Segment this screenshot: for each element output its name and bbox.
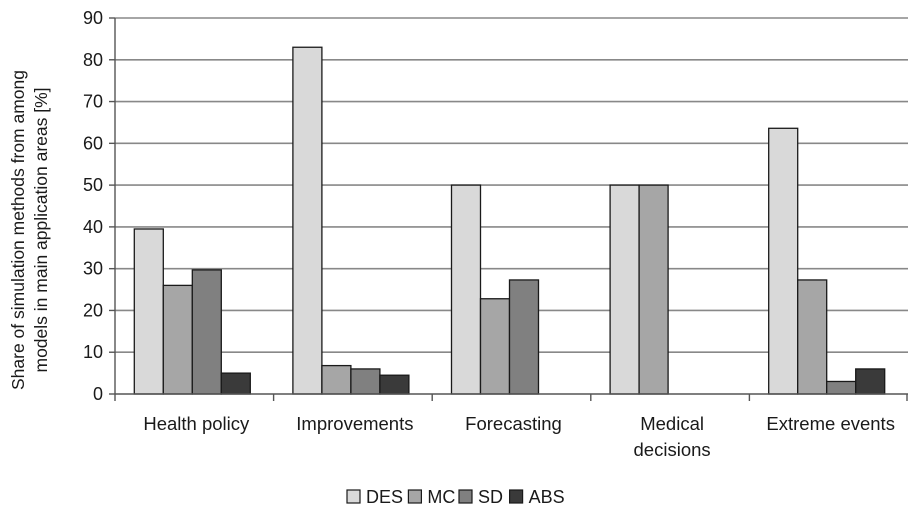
bar-mc [797,279,828,395]
category-label: Medical [640,413,704,434]
bar-des [450,184,482,395]
bar-abs [855,368,886,395]
bar-abs [220,372,251,395]
y-axis-title: Share of simulation methods from among mo… [8,70,51,390]
y-tick-label: 20 [83,300,103,320]
gridlines [115,17,908,354]
y-axis-title-line: Share of simulation methods from among [8,70,28,390]
bars [133,46,886,395]
category-label: decisions [634,439,711,460]
y-tick-labels: 0 10 20 30 40 50 60 70 80 90 [83,8,103,404]
y-tick-label: 40 [83,217,103,237]
y-tick-label: 30 [83,259,103,279]
category-label: Forecasting [465,413,562,434]
legend-label-des: DES [366,487,403,507]
y-axis-label: Share of simulation methods from among mo… [8,70,51,390]
category-label: Health policy [143,413,250,434]
legend-label-sd: SD [478,487,503,507]
bar-sd [508,279,540,395]
category-labels: Health policy Improvements Forecasting Medi… [143,413,895,460]
bar-mc [479,298,511,395]
legend-swatch-sd [458,489,473,504]
legend-swatch-abs [509,489,524,504]
legend-label-mc: MC [427,487,455,507]
bar-sd [350,368,381,395]
legend-swatch-des [346,489,361,504]
legend-label-abs: ABS [529,487,565,507]
bar-des [609,184,640,395]
bar-des [133,228,164,395]
bar-des [292,46,323,395]
y-tick-label: 70 [83,92,103,112]
bar-mc [162,284,193,395]
legend-swatch-mc [407,489,422,504]
bar-abs [379,374,410,395]
y-tick-label: 90 [83,8,103,28]
bar-des [768,127,799,395]
y-tick-label: 60 [83,133,103,153]
y-tick-label: 80 [83,50,103,70]
bar-sd [826,380,857,395]
y-tick-label: 0 [93,384,103,404]
axes [109,17,908,401]
y-tick-label: 10 [83,342,103,362]
y-axis-title-line: models in main application areas [%] [31,87,51,372]
category-label: Improvements [296,413,413,434]
bar-mc [321,364,352,395]
legend: DES MC SD ABS [346,487,565,507]
category-label: Extreme events [766,413,895,434]
y-tick-label: 50 [83,175,103,195]
bar-sd [191,269,222,395]
bar-mc [638,184,669,395]
